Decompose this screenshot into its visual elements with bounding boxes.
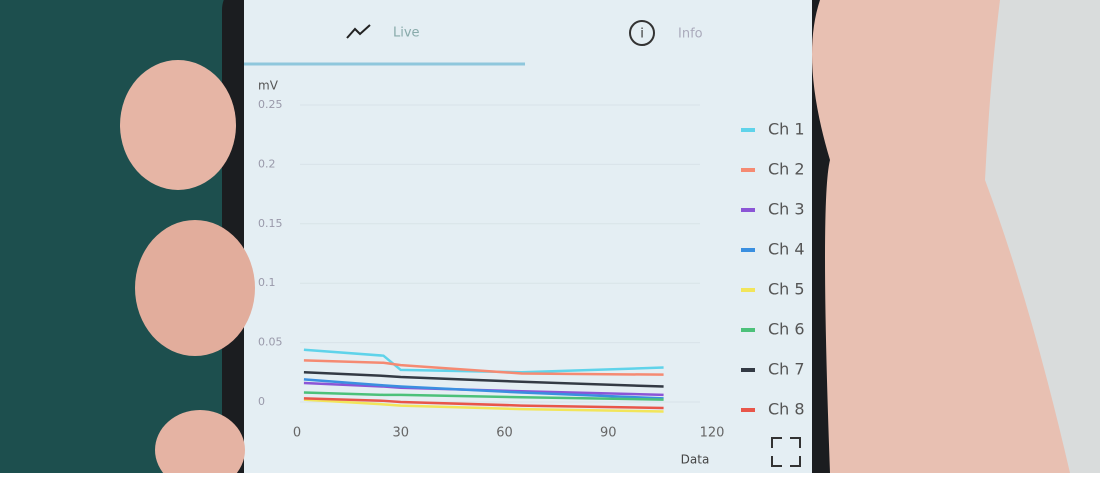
info-icon — [629, 20, 655, 46]
y-tick-label: 0.05 — [258, 336, 283, 349]
series-line — [303, 359, 664, 376]
y-tick-label: 0.2 — [258, 157, 276, 170]
series-line — [303, 391, 664, 401]
y-tick-label: 0 — [258, 395, 265, 408]
series-line — [303, 348, 664, 374]
y-tick-label: 0.15 — [258, 217, 283, 230]
legend-label: Ch 8 — [768, 400, 805, 419]
legend-label: Ch 7 — [768, 360, 805, 379]
legend-label: Ch 1 — [768, 120, 805, 139]
finger — [120, 60, 236, 190]
y-tick-label: 0.25 — [258, 98, 283, 111]
legend-label: Ch 6 — [768, 320, 805, 339]
info-glyph: i — [640, 27, 644, 42]
tab-live[interactable]: Live — [393, 26, 420, 41]
x-axis-label: Data — [681, 453, 710, 467]
series-line — [303, 398, 664, 413]
x-tick-label: 30 — [392, 426, 409, 441]
x-tick-label: 90 — [600, 426, 617, 441]
finger — [155, 410, 245, 477]
thumb — [812, 0, 1070, 473]
x-tick-label: 120 — [700, 426, 725, 441]
series-line — [303, 397, 664, 410]
legend-label: Ch 4 — [768, 240, 805, 259]
tab-info[interactable]: Info — [678, 27, 703, 42]
legend-label: Ch 2 — [768, 160, 805, 179]
live-icon — [346, 24, 371, 39]
x-tick-label: 0 — [293, 426, 301, 441]
series-line — [303, 371, 664, 388]
x-tick-label: 60 — [496, 426, 513, 441]
legend-label: Ch 5 — [768, 280, 805, 299]
fullscreen-icon[interactable] — [771, 437, 801, 467]
finger — [135, 220, 255, 356]
y-axis-label: mV — [258, 79, 279, 93]
y-tick-label: 0.1 — [258, 276, 276, 289]
series-line — [303, 378, 664, 400]
chart: mV Data 0 0.05 0.1 0.15 0.2 0.25 0 30 60 90 120 Ch 1 C… — [258, 79, 805, 467]
legend-label: Ch 3 — [768, 200, 805, 219]
